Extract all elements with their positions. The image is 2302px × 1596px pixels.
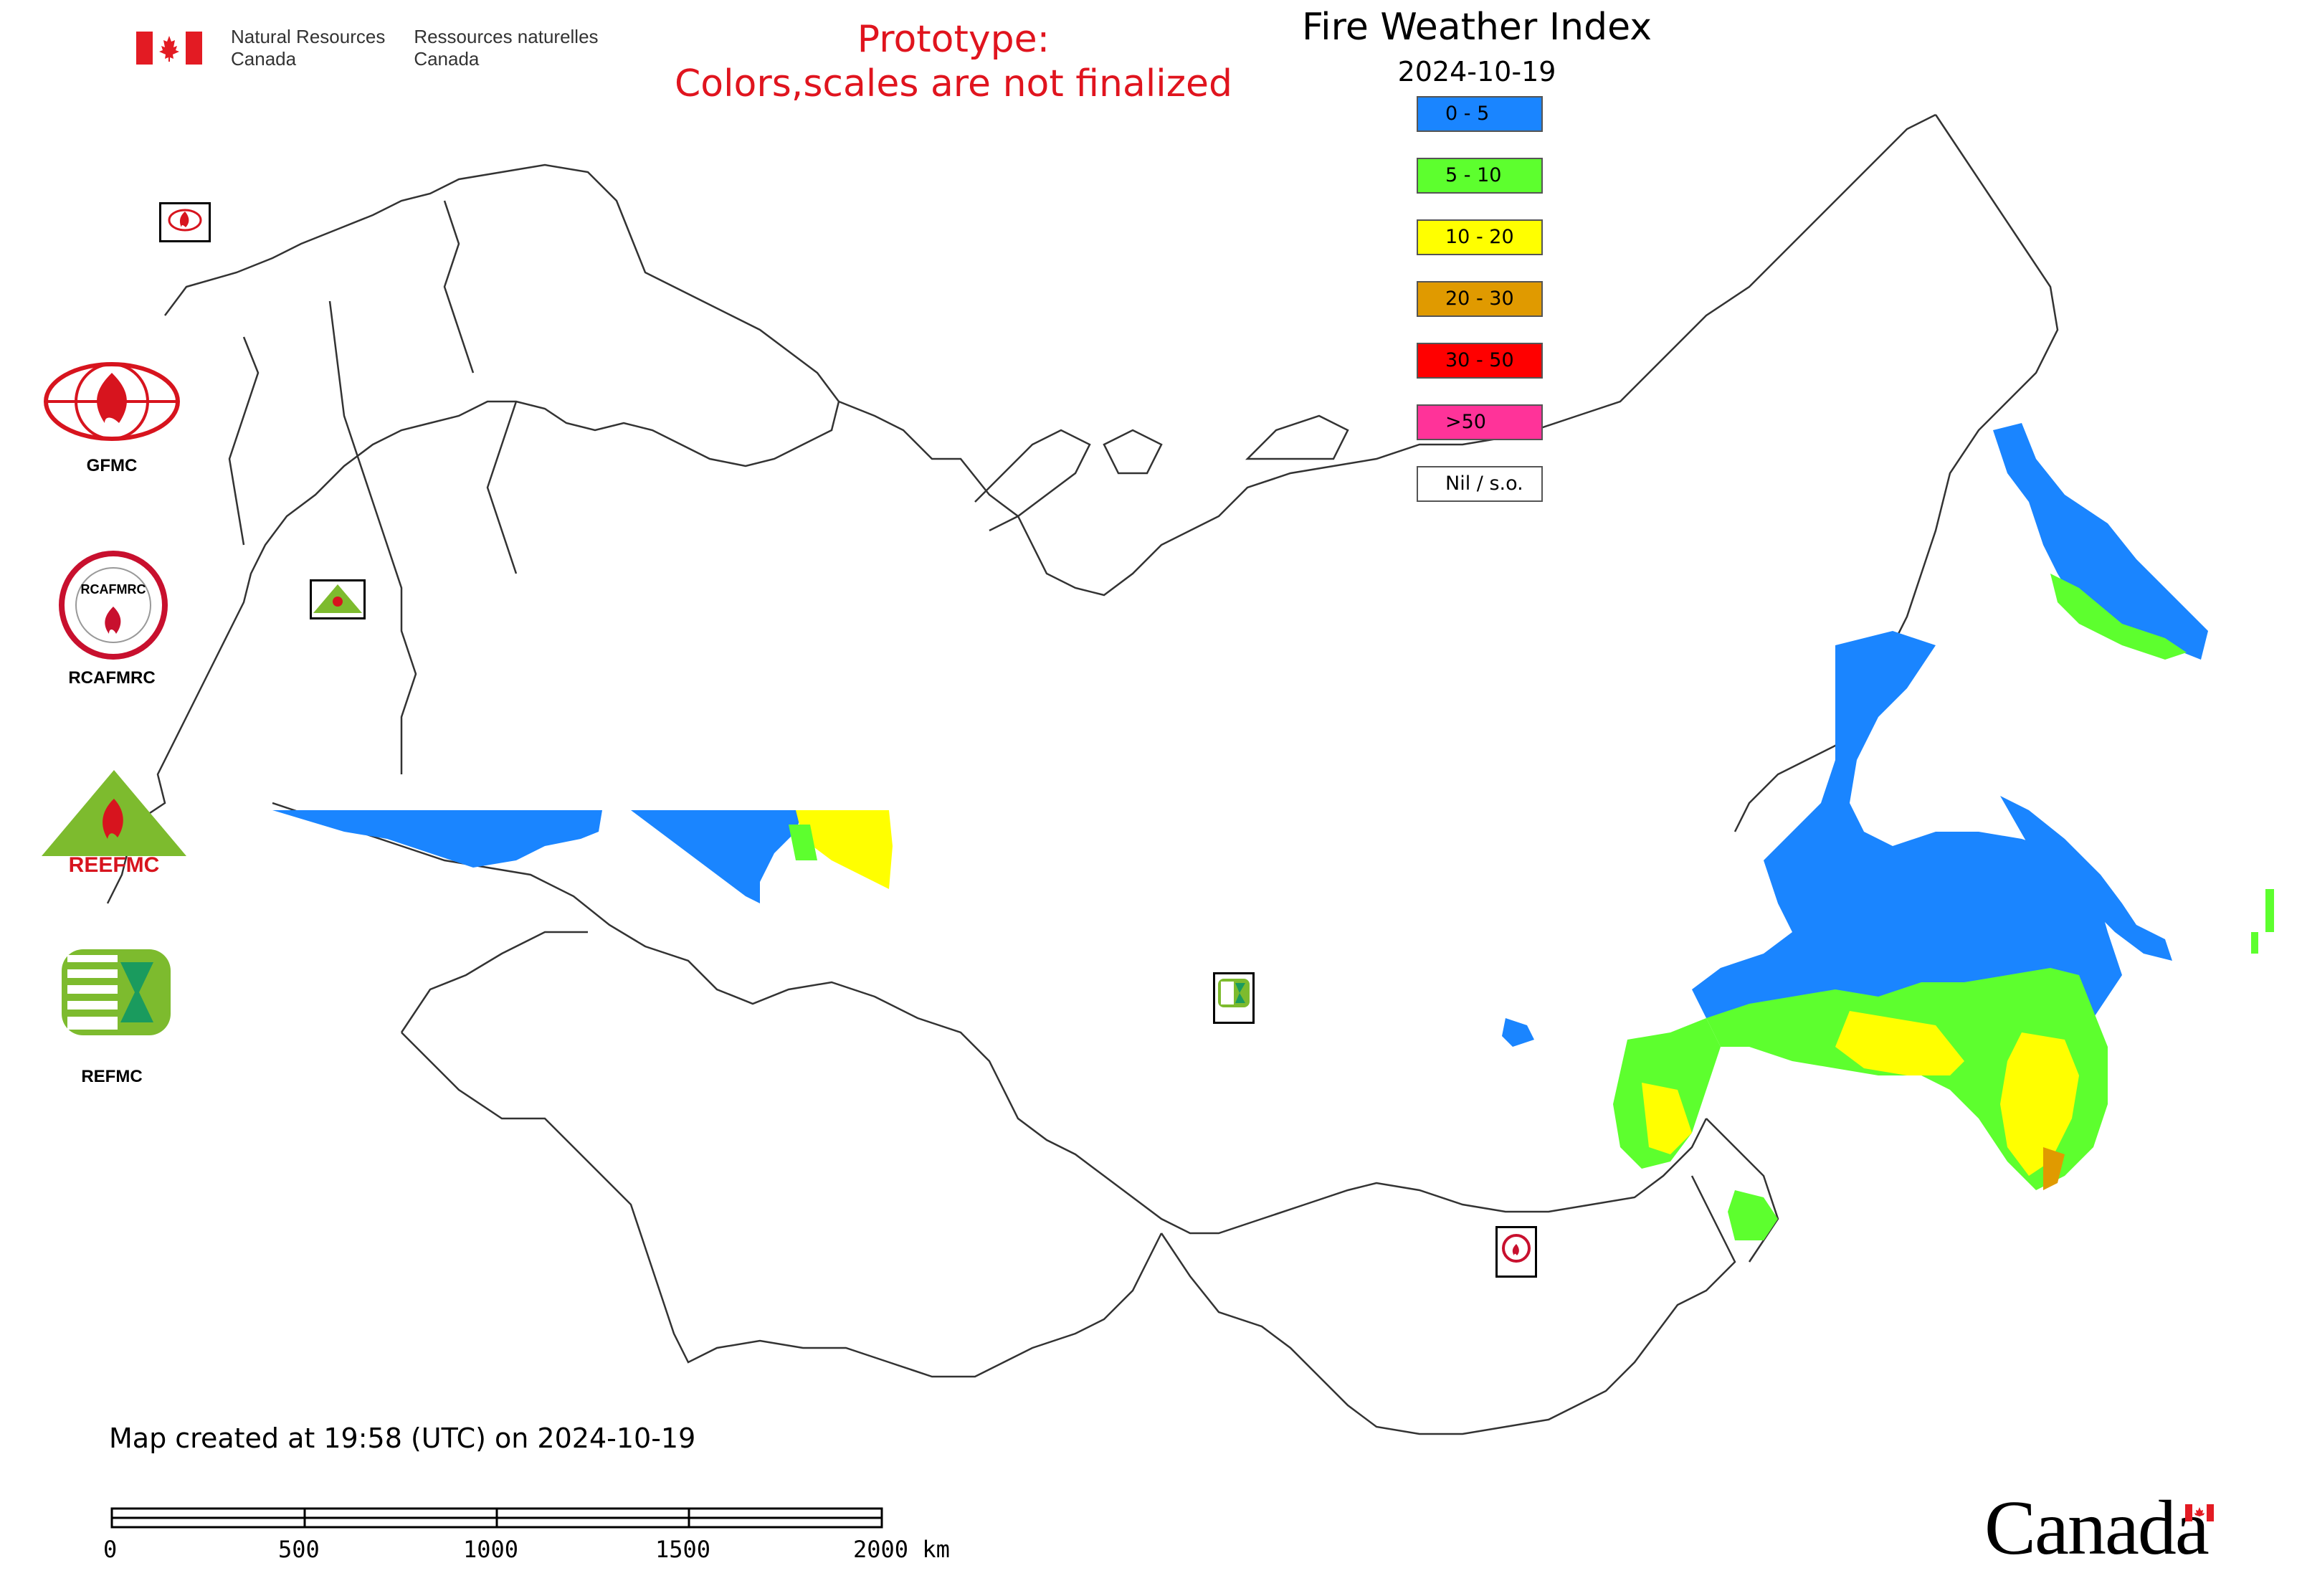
fwi-zone-20-30-fareast [2043, 1147, 2065, 1190]
rcafmrc-logo: RCAFMRC [57, 549, 169, 661]
legend-item: Nil / s.o. [1417, 466, 1543, 502]
canada-wordmark: Canada [1984, 1486, 2210, 1571]
gfmc-label: GFMC [86, 456, 138, 475]
reefmc-logo: REEFMC [39, 767, 189, 877]
scale-tick-label: 1000 [463, 1536, 519, 1563]
fwi-overlay [272, 423, 2274, 1240]
scale-tick-label: 2000 km [853, 1536, 950, 1563]
legend-item: 0 - 5 [1417, 96, 1543, 132]
map-title: Fire Weather Index [1302, 6, 1652, 49]
fwi-zone-10-20-fareast [1835, 1011, 2079, 1176]
svg-text:RCAFMRC: RCAFMRC [81, 582, 146, 597]
scale-bar [110, 1507, 883, 1529]
prototype-line1: Prototype: [857, 18, 1050, 61]
gov-name-fr: Ressources naturelles Canada [414, 26, 599, 70]
reefmc-triangle-icon: REEFMC [42, 770, 186, 877]
fwi-zone-5-10-korea [1728, 1190, 1778, 1240]
prototype-notice: Prototype: Colors,scales are not finaliz… [674, 17, 1233, 106]
gfmc-marker[interactable] [159, 202, 211, 242]
refmc-label: REFMC [81, 1067, 143, 1086]
wordmark-flag-icon [2185, 1504, 2214, 1521]
fwi-zone-5-10-islands [2251, 889, 2274, 954]
refmc-logo [60, 948, 172, 1037]
legend-item: >50 [1417, 404, 1543, 440]
fwi-zone-5-10-kamchatka [2050, 574, 2187, 660]
gfmc-logo [40, 358, 184, 459]
scale-tick-label: 0 [103, 1536, 118, 1563]
fwi-zone-0-5-sakhalin [2000, 796, 2172, 961]
fwi-zone-5-10-central-strip [789, 825, 817, 860]
refmc-marker[interactable] [1213, 972, 1255, 1024]
rcafmrc-seal-icon: RCAFMRC [59, 551, 168, 660]
gov-header: Natural Resources Canada Ressources natu… [136, 26, 599, 70]
prototype-line2: Colors,scales are not finalized [674, 62, 1233, 105]
fwi-zone-0-5-central [1502, 1018, 1534, 1047]
scale-tick-label: 500 [278, 1536, 320, 1563]
legend-item: 30 - 50 [1417, 343, 1543, 379]
refmc-sigma-icon [62, 949, 171, 1035]
map-created-text: Map created at 19:58 (UTC) on 2024-10-19 [109, 1422, 696, 1454]
map-date: 2024-10-19 [1397, 56, 1556, 87]
legend-item: 20 - 30 [1417, 281, 1543, 317]
legend-item: 5 - 10 [1417, 158, 1543, 194]
gov-name-en: Natural Resources Canada [231, 26, 386, 70]
svg-text:REEFMC: REEFMC [69, 853, 160, 875]
canada-flag-icon [136, 32, 202, 65]
country-boundaries [106, 113, 2059, 1435]
fwi-zone-0-5-west-strip [272, 810, 602, 868]
fwi-zone-0-5-fareast [1692, 631, 2122, 1061]
fwi-zone-0-5-central-strip [631, 810, 803, 903]
legend-item: 10 - 20 [1417, 219, 1543, 255]
fwi-zone-0-5-kamchatka [1993, 423, 2208, 660]
scale-tick-label: 1500 [655, 1536, 711, 1563]
fwi-zone-10-20-west-fareast [1642, 1083, 1692, 1154]
reefmc-marker[interactable] [310, 579, 366, 619]
rcafmrc-marker[interactable] [1495, 1226, 1537, 1278]
rcafmrc-label: RCAFMRC [68, 668, 156, 688]
gfmc-globe-icon [44, 362, 180, 441]
fwi-zone-10-20-central-strip [796, 810, 893, 889]
